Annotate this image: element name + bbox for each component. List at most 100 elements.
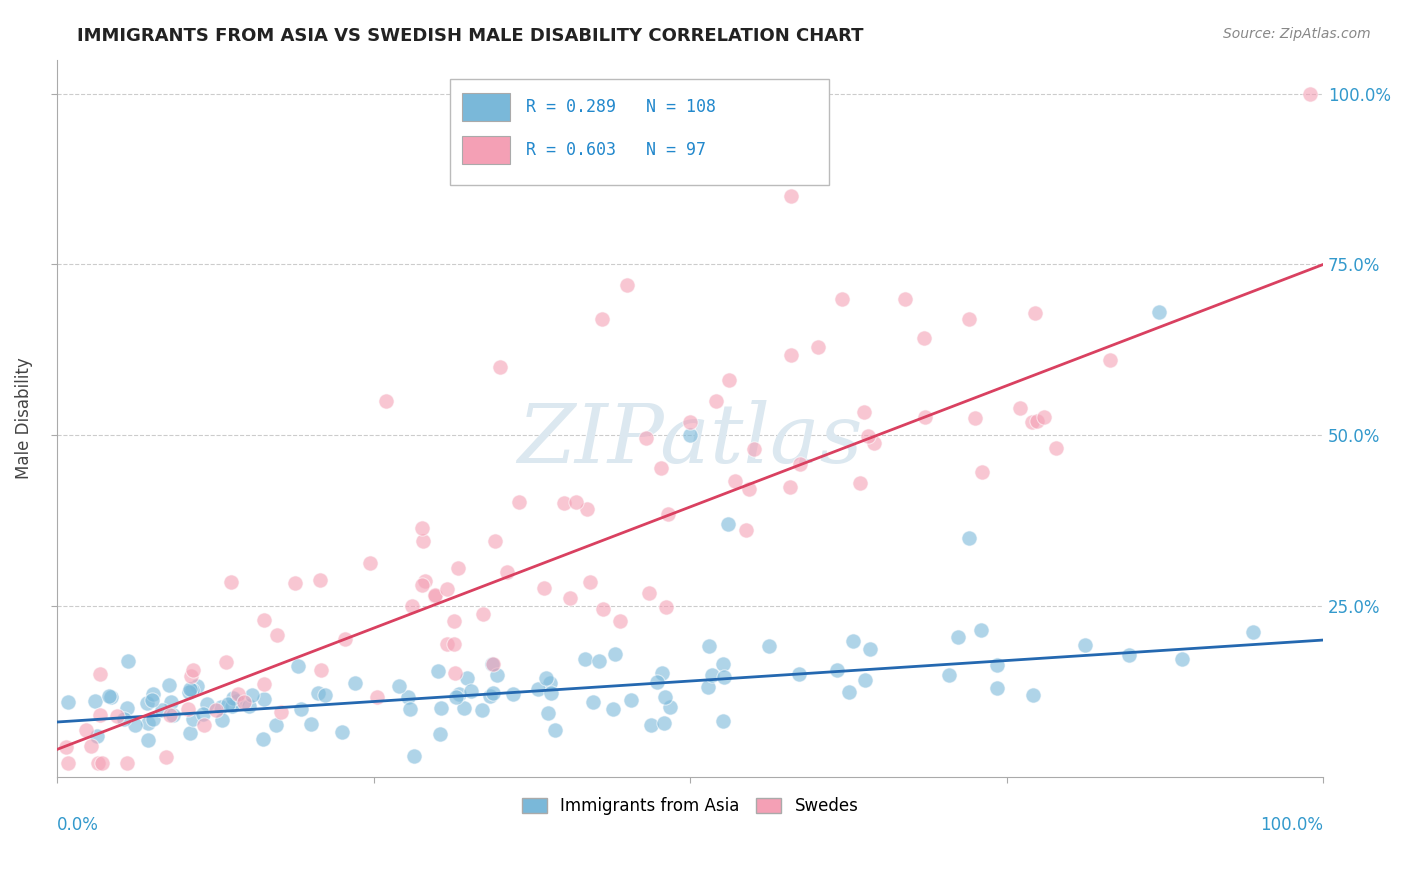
Point (1241, 625, 1264, 640)
Point (253, 677, 276, 691)
Point (221, 690, 243, 705)
Point (582, 694, 605, 708)
Point (411, 578, 433, 592)
Point (856, 428, 879, 442)
Point (965, 410, 987, 425)
Legend: Immigrants from Asia, Swedes: Immigrants from Asia, Swedes (515, 790, 865, 822)
Point (616, 277, 638, 292)
Point (534, 671, 557, 685)
Point (1074, 638, 1097, 652)
Point (75, 723, 97, 737)
Point (957, 531, 980, 545)
Text: 100.0%: 100.0% (1260, 816, 1323, 834)
Point (986, 658, 1008, 673)
Point (91, 756, 114, 770)
Point (179, 726, 201, 740)
Point (252, 732, 274, 747)
Point (807, 340, 830, 354)
Point (270, 705, 292, 719)
Point (79, 739, 101, 754)
Point (186, 679, 208, 693)
Point (136, 716, 159, 731)
Point (183, 712, 205, 726)
Point (287, 659, 309, 673)
Point (645, 675, 668, 690)
Point (912, 331, 935, 345)
Point (215, 655, 238, 669)
Point (398, 701, 420, 715)
Point (508, 495, 530, 509)
Point (637, 586, 659, 600)
Point (894, 292, 917, 306)
FancyBboxPatch shape (463, 94, 510, 120)
Point (232, 695, 254, 709)
Point (124, 717, 146, 731)
Point (142, 687, 165, 701)
Point (914, 409, 936, 424)
Point (460, 683, 482, 698)
Point (402, 749, 425, 764)
Point (177, 702, 200, 716)
Point (117, 654, 139, 668)
Point (938, 667, 960, 681)
FancyBboxPatch shape (463, 136, 510, 163)
Point (538, 675, 561, 690)
Point (575, 502, 598, 516)
Point (484, 533, 506, 548)
Point (252, 613, 274, 627)
Point (205, 703, 228, 717)
Point (136, 696, 159, 710)
Point (679, 428, 702, 442)
Point (180, 669, 202, 683)
Point (191, 706, 214, 721)
Point (527, 682, 550, 697)
Point (266, 628, 288, 642)
Point (697, 639, 720, 653)
Point (179, 681, 201, 696)
Point (602, 701, 624, 715)
Point (446, 690, 468, 705)
Point (105, 708, 128, 723)
Point (591, 312, 613, 326)
Point (443, 637, 465, 651)
Point (83, 693, 105, 707)
Point (155, 749, 177, 764)
Point (650, 461, 672, 475)
Point (711, 714, 734, 728)
Point (193, 717, 215, 731)
Point (489, 359, 512, 374)
Point (344, 675, 367, 690)
Point (471, 607, 494, 621)
Point (970, 624, 993, 638)
Point (471, 703, 494, 717)
Point (253, 691, 276, 706)
Point (564, 494, 586, 508)
Point (443, 666, 465, 681)
Point (314, 688, 336, 702)
Point (849, 476, 872, 491)
Point (436, 637, 458, 651)
Point (86, 730, 108, 744)
Point (758, 639, 780, 653)
Point (640, 718, 662, 732)
Point (115, 756, 138, 770)
Point (211, 713, 233, 727)
Point (578, 574, 600, 589)
Point (1118, 648, 1140, 662)
Point (112, 712, 135, 726)
Point (141, 693, 163, 707)
Point (219, 574, 242, 589)
Point (825, 663, 848, 677)
Point (779, 480, 801, 494)
Point (181, 663, 204, 677)
Point (1010, 401, 1032, 415)
Point (447, 560, 470, 574)
Point (1021, 415, 1043, 429)
Point (307, 686, 329, 700)
Point (1022, 688, 1045, 702)
Point (657, 508, 679, 522)
Text: R = 0.603   N = 97: R = 0.603 N = 97 (526, 141, 706, 159)
Text: R = 0.289   N = 108: R = 0.289 N = 108 (526, 98, 716, 116)
Point (100, 690, 122, 704)
Point (299, 716, 322, 731)
